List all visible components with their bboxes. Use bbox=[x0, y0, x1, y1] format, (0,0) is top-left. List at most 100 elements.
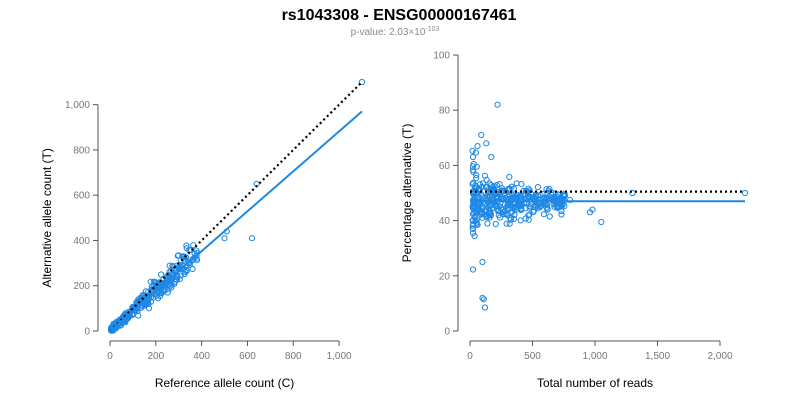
data-point bbox=[488, 196, 495, 203]
data-point bbox=[528, 194, 535, 201]
data-point bbox=[484, 220, 491, 227]
data-point bbox=[544, 205, 551, 212]
data-point bbox=[517, 217, 524, 224]
data-point bbox=[526, 204, 533, 211]
data-point bbox=[114, 320, 121, 327]
data-point bbox=[165, 275, 173, 283]
data-point bbox=[137, 294, 145, 301]
data-point bbox=[189, 256, 196, 263]
pvalue-exponent: -103 bbox=[425, 26, 439, 33]
data-point bbox=[193, 247, 200, 254]
data-point bbox=[470, 179, 477, 186]
data-point bbox=[561, 190, 568, 197]
y-axis-label: Percentage alternative (T) bbox=[400, 124, 414, 263]
data-point bbox=[494, 101, 501, 108]
data-point bbox=[503, 220, 510, 227]
data-point bbox=[534, 184, 542, 191]
data-point bbox=[358, 78, 366, 86]
data-point bbox=[554, 202, 561, 210]
data-point bbox=[248, 235, 256, 242]
y-tick-label: 80 bbox=[439, 106, 451, 117]
data-point bbox=[525, 216, 532, 223]
data-point bbox=[499, 210, 506, 217]
y-tick-label: 1,000 bbox=[65, 100, 90, 111]
data-point bbox=[185, 258, 192, 266]
x-tick-label: 400 bbox=[193, 351, 210, 362]
data-point bbox=[535, 192, 542, 199]
data-point bbox=[174, 252, 181, 259]
data-point bbox=[499, 187, 506, 194]
data-point bbox=[478, 193, 485, 200]
data-point bbox=[530, 207, 538, 214]
y-tick-label: 0 bbox=[84, 327, 90, 338]
x-axis-label: Reference allele count (C) bbox=[155, 376, 294, 390]
data-point bbox=[154, 295, 162, 302]
data-point bbox=[506, 173, 513, 180]
data-point bbox=[138, 304, 145, 311]
y-tick-label: 40 bbox=[439, 216, 451, 227]
data-point bbox=[586, 209, 594, 216]
data-point bbox=[525, 185, 532, 192]
data-point bbox=[598, 218, 605, 226]
data-point bbox=[554, 194, 561, 201]
pvalue-text: p-value: 2.03×10 bbox=[351, 27, 426, 38]
data-point bbox=[469, 167, 476, 174]
data-point bbox=[469, 147, 476, 154]
data-point bbox=[473, 163, 480, 170]
data-point bbox=[543, 204, 550, 211]
data-point bbox=[506, 202, 513, 209]
data-point bbox=[473, 175, 480, 182]
data-point bbox=[509, 191, 516, 198]
data-point bbox=[183, 245, 190, 252]
data-point bbox=[488, 154, 495, 161]
data-point bbox=[510, 215, 518, 223]
data-point bbox=[512, 193, 520, 200]
data-point bbox=[510, 185, 518, 192]
data-point bbox=[487, 209, 494, 217]
y-axis-label: Alternative allele count (T) bbox=[40, 148, 54, 287]
data-point bbox=[481, 304, 489, 311]
x-tick-label: 800 bbox=[285, 351, 302, 362]
data-point bbox=[506, 220, 513, 227]
data-point bbox=[483, 214, 490, 221]
reference-line-dotted bbox=[109, 81, 363, 332]
x-tick-label: 2,000 bbox=[707, 351, 732, 362]
x-tick-label: 500 bbox=[524, 351, 541, 362]
data-point bbox=[145, 305, 153, 312]
y-tick-label: 100 bbox=[433, 51, 450, 62]
fit-line bbox=[109, 110, 363, 332]
data-point bbox=[471, 204, 479, 211]
data-point bbox=[741, 189, 749, 197]
data-point bbox=[469, 163, 476, 170]
data-point bbox=[502, 187, 509, 195]
data-point bbox=[108, 327, 115, 334]
data-point bbox=[221, 235, 228, 242]
data-point bbox=[479, 294, 486, 301]
y-tick-label: 20 bbox=[439, 271, 451, 282]
x-tick-label: 1,000 bbox=[582, 351, 607, 362]
data-point bbox=[522, 215, 529, 222]
data-point bbox=[469, 225, 477, 232]
data-point bbox=[483, 140, 490, 147]
data-point bbox=[518, 205, 525, 212]
data-point bbox=[472, 149, 479, 156]
data-point bbox=[558, 211, 565, 218]
data-point bbox=[168, 284, 175, 291]
chart-subtitle: p-value: 2.03×10-103 bbox=[351, 26, 440, 38]
data-point bbox=[171, 280, 178, 287]
data-point bbox=[469, 153, 477, 161]
x-tick-label: 600 bbox=[239, 351, 256, 362]
data-point bbox=[471, 232, 478, 240]
y-tick-label: 60 bbox=[439, 161, 451, 172]
data-point bbox=[183, 242, 190, 249]
data-point bbox=[481, 172, 488, 179]
data-point bbox=[546, 213, 553, 220]
x-tick-label: 200 bbox=[147, 351, 164, 362]
y-tick-label: 0 bbox=[444, 327, 450, 338]
data-point bbox=[471, 194, 478, 201]
data-point bbox=[135, 312, 142, 319]
chart-title: rs1043308 - ENSG00000167461 bbox=[282, 7, 517, 24]
data-point bbox=[551, 194, 558, 201]
